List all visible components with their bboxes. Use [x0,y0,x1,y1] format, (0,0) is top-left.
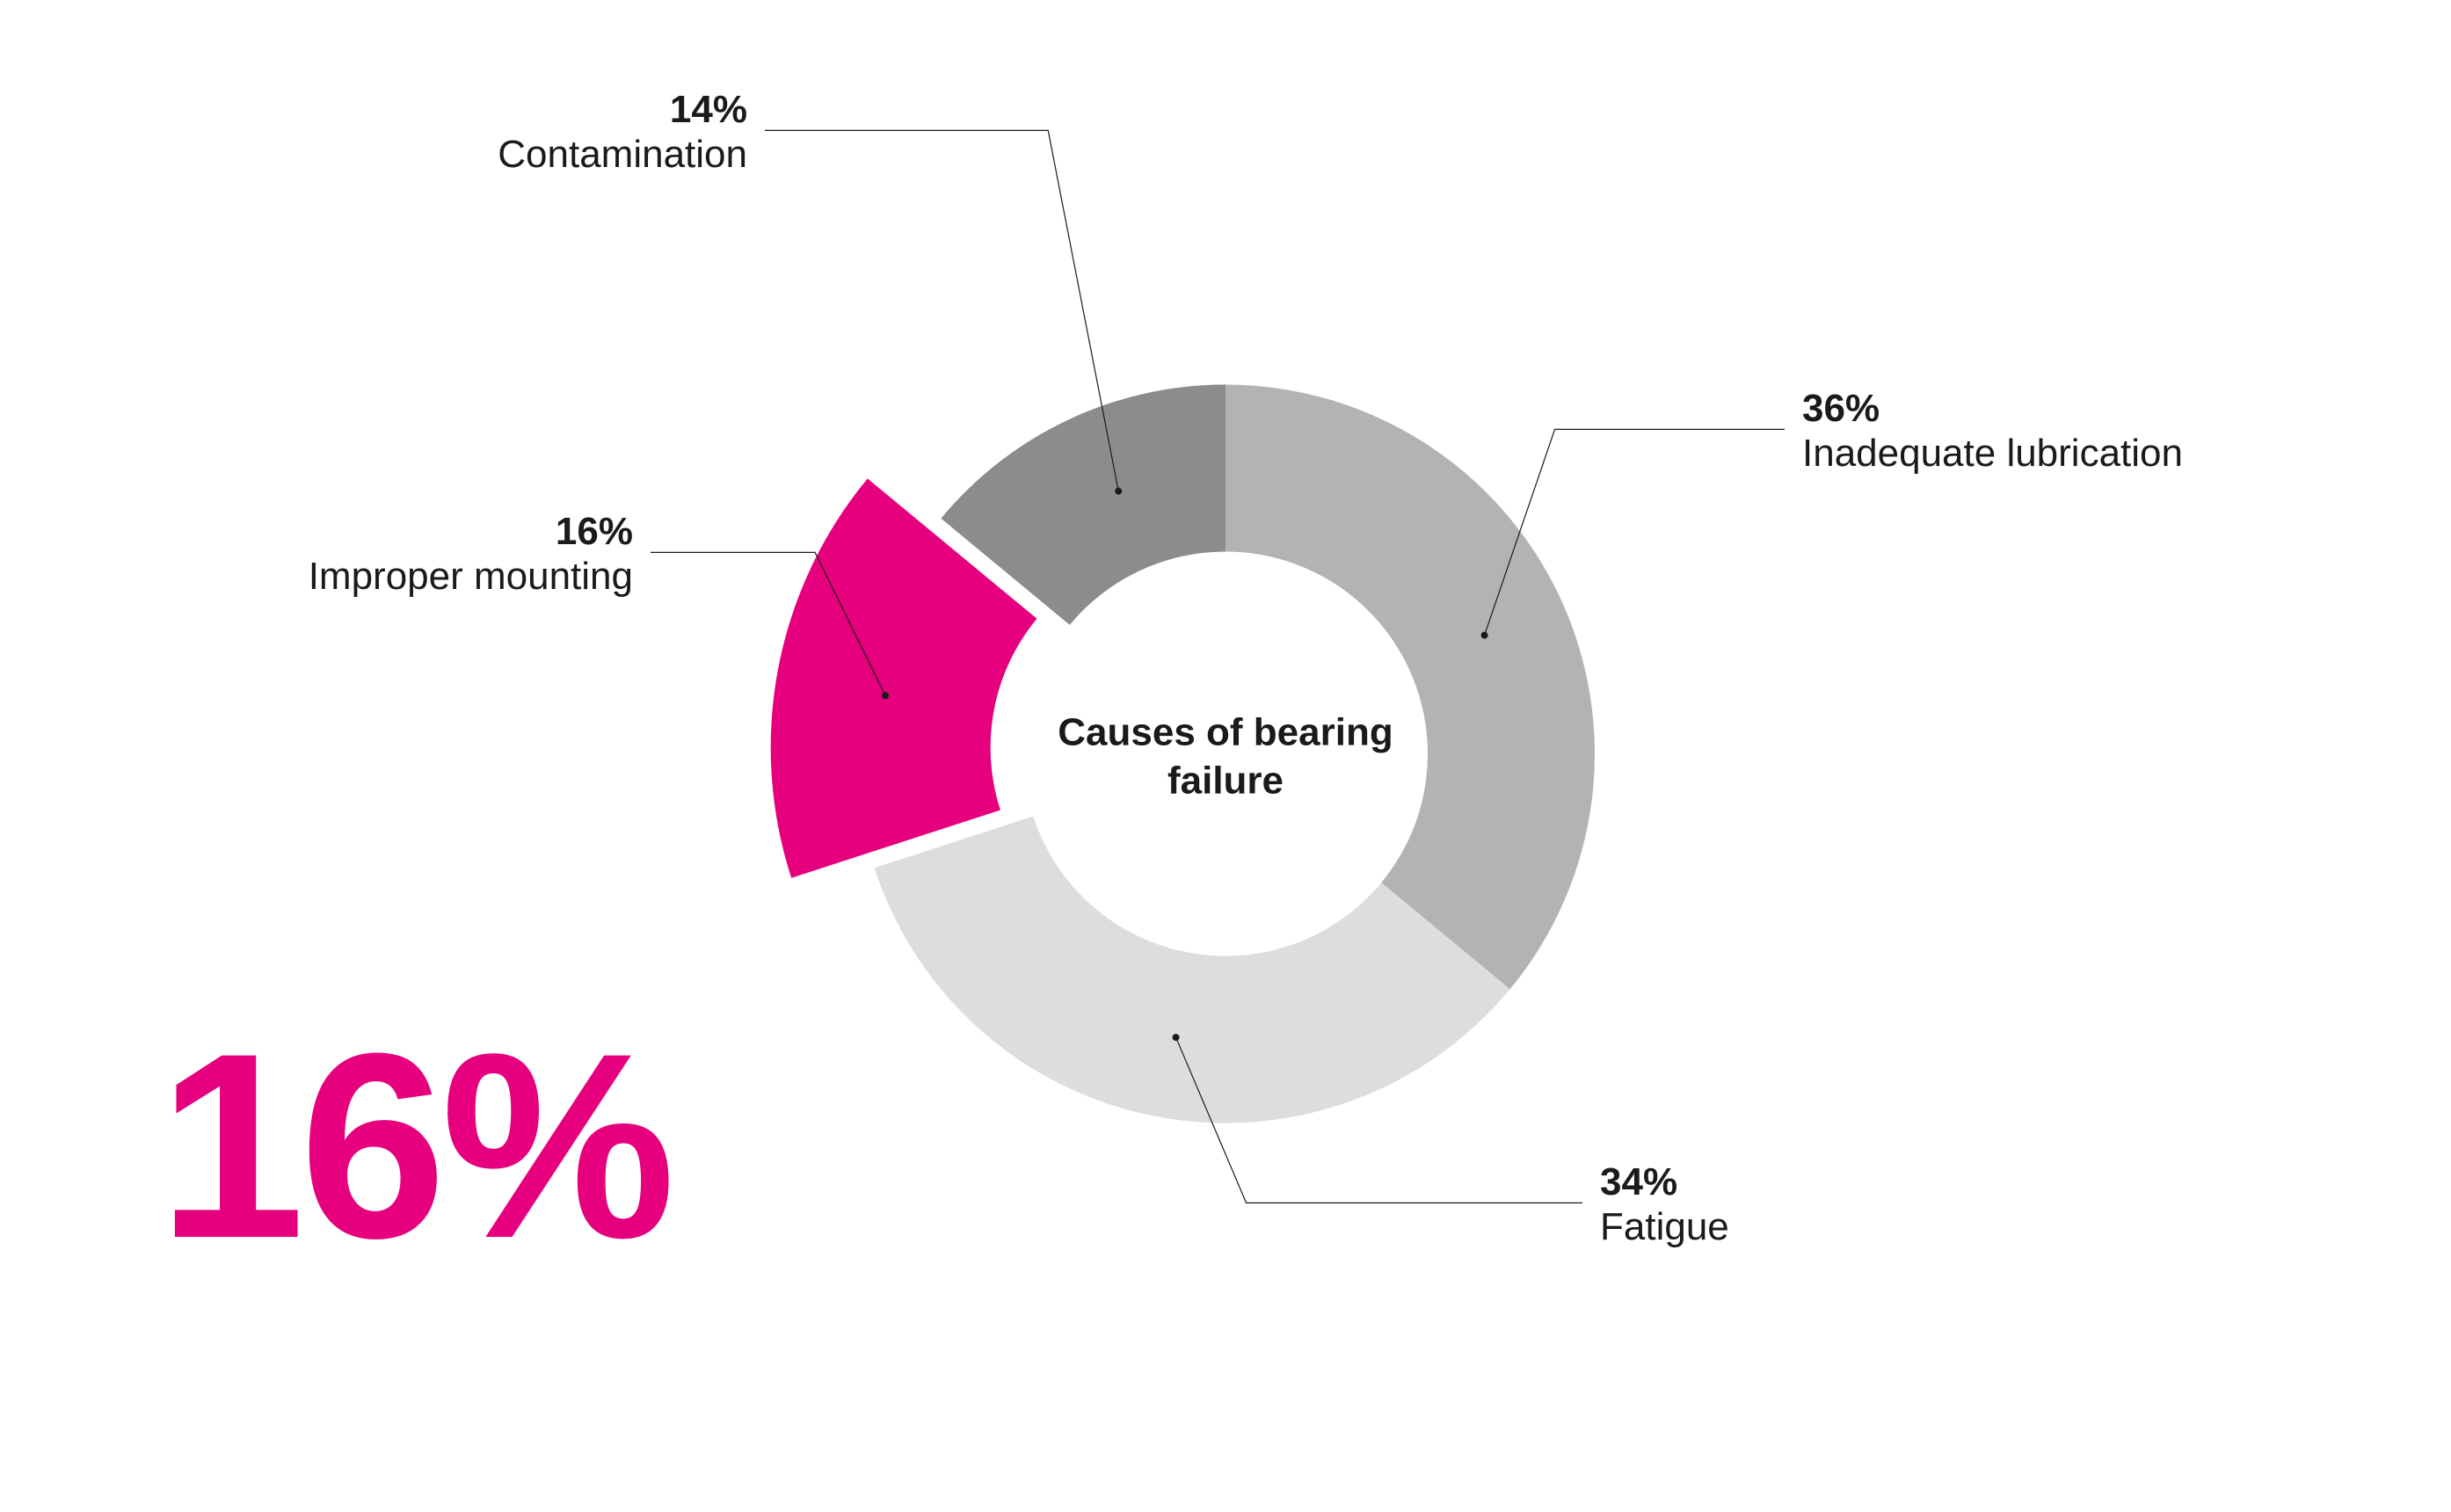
center-title-line2: failure [1167,759,1284,802]
center-title-line1: Causes of bearing [1058,710,1393,753]
callout-inadequate-lubrication: 36%Inadequate lubrication [1802,387,2183,476]
highlight-percent: 16% [158,993,670,1298]
highlight-percent-text: 16% [158,998,670,1293]
callout-percent: 34% [1600,1160,1729,1205]
callout-name: Fatigue [1600,1205,1729,1250]
callout-name: Contamination [498,133,747,178]
callout-fatigue: 34%Fatigue [1600,1160,1729,1249]
callout-percent: 36% [1802,387,2183,432]
callout-name: Improper mounting [309,555,633,600]
callout-improper-mounting: 16%Improper mounting [309,510,633,599]
callout-contamination: 14%Contamination [498,88,747,177]
callout-percent: 14% [498,88,747,133]
slice-inadequate-lubrication [1226,385,1595,990]
callout-name: Inadequate lubrication [1802,432,2183,476]
callout-percent: 16% [309,510,633,555]
chart-center-title: Causes of bearing failure [1058,708,1393,804]
